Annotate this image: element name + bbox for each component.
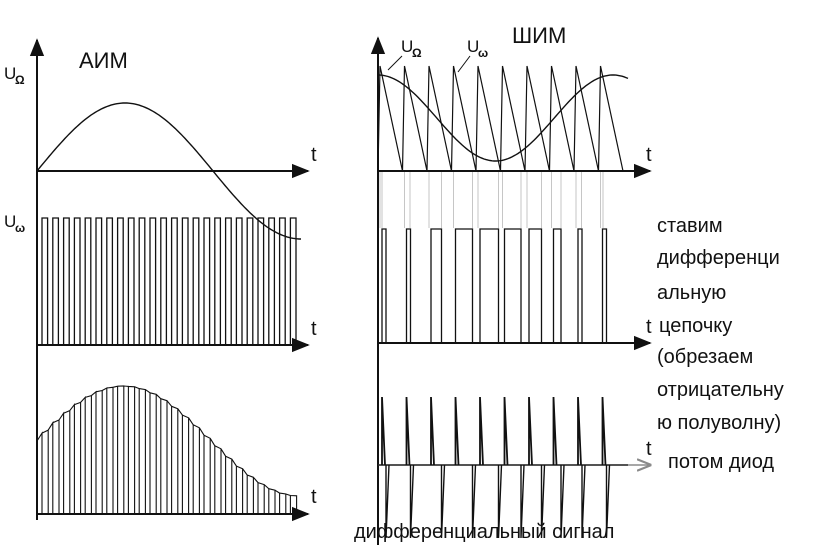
negative-spike xyxy=(471,464,477,539)
positive-spike xyxy=(454,396,460,466)
negative-spike xyxy=(581,464,586,539)
negative-spike xyxy=(605,464,611,539)
negative-spike xyxy=(520,464,525,539)
positive-spike xyxy=(479,396,484,466)
note-line-6: отрицательну xyxy=(657,379,784,401)
negative-spike xyxy=(385,464,390,539)
note-line-4: цепочку xyxy=(659,315,733,337)
note-line-2: дифференци xyxy=(657,247,780,269)
u-omega-big-subscript: Ω xyxy=(15,73,25,87)
right-u-omega-small-subscript: ω xyxy=(478,46,488,60)
u-omega-small-label: U xyxy=(4,212,16,231)
negative-spike xyxy=(409,464,415,539)
pwm-pulse-path xyxy=(378,228,640,344)
pwm-pulse-train xyxy=(378,228,640,344)
positive-spike xyxy=(503,396,509,466)
right-top-t-label: t xyxy=(646,144,652,166)
negative-spike xyxy=(497,464,503,539)
u-omega-small-subscript: ω xyxy=(15,221,25,235)
right-u-omega-small-label: U xyxy=(467,37,479,56)
positive-spike xyxy=(577,396,582,466)
u-omega-small-pointer xyxy=(457,55,471,73)
am-pulse-path xyxy=(36,385,298,514)
u-omega-big-label: U xyxy=(4,64,16,83)
carrier-pulse-train xyxy=(37,217,300,346)
positive-spike xyxy=(552,396,558,466)
pulse-guide-lines xyxy=(379,172,604,228)
u-omega-big-pointer xyxy=(387,55,403,71)
right-u-omega-big-label: U xyxy=(401,37,413,56)
positive-spike xyxy=(405,396,411,466)
modulating-sine-curve xyxy=(36,102,301,240)
positive-spike xyxy=(528,396,533,466)
carrier-pulse-path xyxy=(37,217,300,346)
negative-spike xyxy=(560,464,565,539)
am-output-pulses xyxy=(36,385,298,514)
left-bottom-t-label: t xyxy=(311,486,317,508)
negative-spike xyxy=(440,464,446,539)
modulating-cosine-curve xyxy=(377,74,629,162)
left-mid-t-label: t xyxy=(311,318,317,340)
positive-spike xyxy=(430,396,435,466)
right-bottom-t-label: t xyxy=(646,438,652,460)
sawtooth-carrier xyxy=(377,65,624,172)
note-diode: потом диод xyxy=(668,451,775,473)
right-mid-t-label: t xyxy=(646,316,652,338)
note-line-3: альную xyxy=(657,282,727,304)
note-line-5: (обрезаем xyxy=(657,346,754,368)
shim-panel: ШИМ U Ω U ω t t t xyxy=(370,23,652,545)
note-line-7: ю полуволну) xyxy=(657,412,782,434)
shim-title: ШИМ xyxy=(512,23,566,48)
aim-panel: АИМ U Ω U ω t t t xyxy=(4,38,317,522)
caption-differential-signal: дифференциальный сигнал xyxy=(354,521,615,543)
note-line-1: ставим xyxy=(657,215,723,237)
aim-title: АИМ xyxy=(79,48,128,73)
differentiated-signal xyxy=(378,396,628,539)
left-top-t-label: t xyxy=(311,144,317,166)
right-u-omega-big-subscript: Ω xyxy=(412,46,422,60)
positive-spike xyxy=(381,396,386,466)
positive-spike xyxy=(601,396,607,466)
negative-spike xyxy=(540,464,546,539)
